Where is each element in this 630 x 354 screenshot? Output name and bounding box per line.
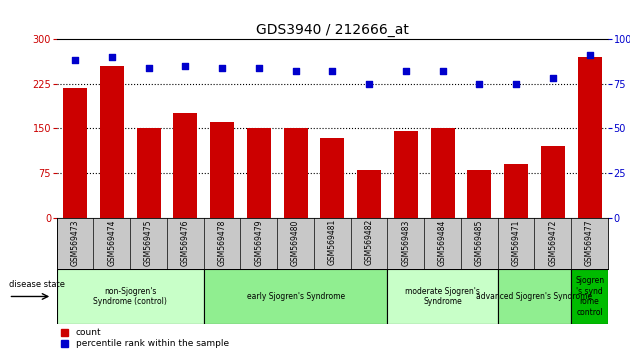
Legend: count, percentile rank within the sample: count, percentile rank within the sample — [61, 329, 229, 348]
Text: GSM569472: GSM569472 — [548, 219, 558, 266]
Text: GSM569477: GSM569477 — [585, 219, 594, 266]
Bar — [321, 138, 344, 218]
Text: moderate Sjogren's
Syndrome: moderate Sjogren's Syndrome — [405, 287, 480, 306]
Text: GSM569475: GSM569475 — [144, 219, 153, 266]
Bar — [578, 57, 602, 218]
Bar — [100, 66, 123, 218]
Text: GSM569480: GSM569480 — [291, 219, 300, 266]
Bar — [173, 113, 197, 218]
Point — [511, 81, 521, 86]
Point — [327, 68, 337, 74]
Bar — [387, 269, 498, 324]
Text: GSM569479: GSM569479 — [255, 219, 263, 266]
Bar — [137, 129, 161, 218]
Text: Sjogren
's synd
rome
control: Sjogren 's synd rome control — [575, 276, 604, 316]
Text: GSM569478: GSM569478 — [217, 219, 227, 266]
Point — [144, 65, 154, 70]
Point — [70, 58, 80, 63]
Point — [585, 52, 595, 58]
Point — [364, 81, 374, 86]
Bar — [431, 129, 454, 218]
Point — [437, 68, 447, 74]
Point — [254, 65, 264, 70]
Bar — [210, 122, 234, 218]
Bar — [247, 129, 271, 218]
Point — [401, 68, 411, 74]
Text: GSM569476: GSM569476 — [181, 219, 190, 266]
Text: non-Sjogren's
Syndrome (control): non-Sjogren's Syndrome (control) — [93, 287, 167, 306]
Point — [547, 75, 558, 81]
Bar — [394, 131, 418, 218]
Title: GDS3940 / 212666_at: GDS3940 / 212666_at — [256, 23, 409, 36]
Text: disease state: disease state — [8, 280, 64, 289]
Bar — [571, 269, 608, 324]
Point — [217, 65, 227, 70]
Text: advanced Sjogren's Syndrome: advanced Sjogren's Syndrome — [476, 292, 592, 301]
Bar — [63, 88, 87, 218]
Text: GSM569483: GSM569483 — [401, 219, 410, 266]
Bar — [504, 164, 528, 218]
Text: GSM569481: GSM569481 — [328, 219, 337, 266]
Point — [290, 68, 301, 74]
Text: GSM569482: GSM569482 — [365, 219, 374, 266]
Text: GSM569473: GSM569473 — [71, 219, 79, 266]
Bar — [203, 269, 387, 324]
Text: GSM569484: GSM569484 — [438, 219, 447, 266]
Text: GSM569474: GSM569474 — [107, 219, 117, 266]
Bar — [467, 170, 491, 218]
Bar — [284, 129, 307, 218]
Text: GSM569485: GSM569485 — [475, 219, 484, 266]
Point — [106, 54, 117, 59]
Bar — [57, 269, 203, 324]
Text: early Sjogren's Syndrome: early Sjogren's Syndrome — [246, 292, 345, 301]
Point — [180, 63, 190, 69]
Bar — [541, 146, 564, 218]
Bar — [357, 170, 381, 218]
Text: GSM569471: GSM569471 — [512, 219, 520, 266]
Bar — [498, 269, 571, 324]
Point — [474, 81, 484, 86]
